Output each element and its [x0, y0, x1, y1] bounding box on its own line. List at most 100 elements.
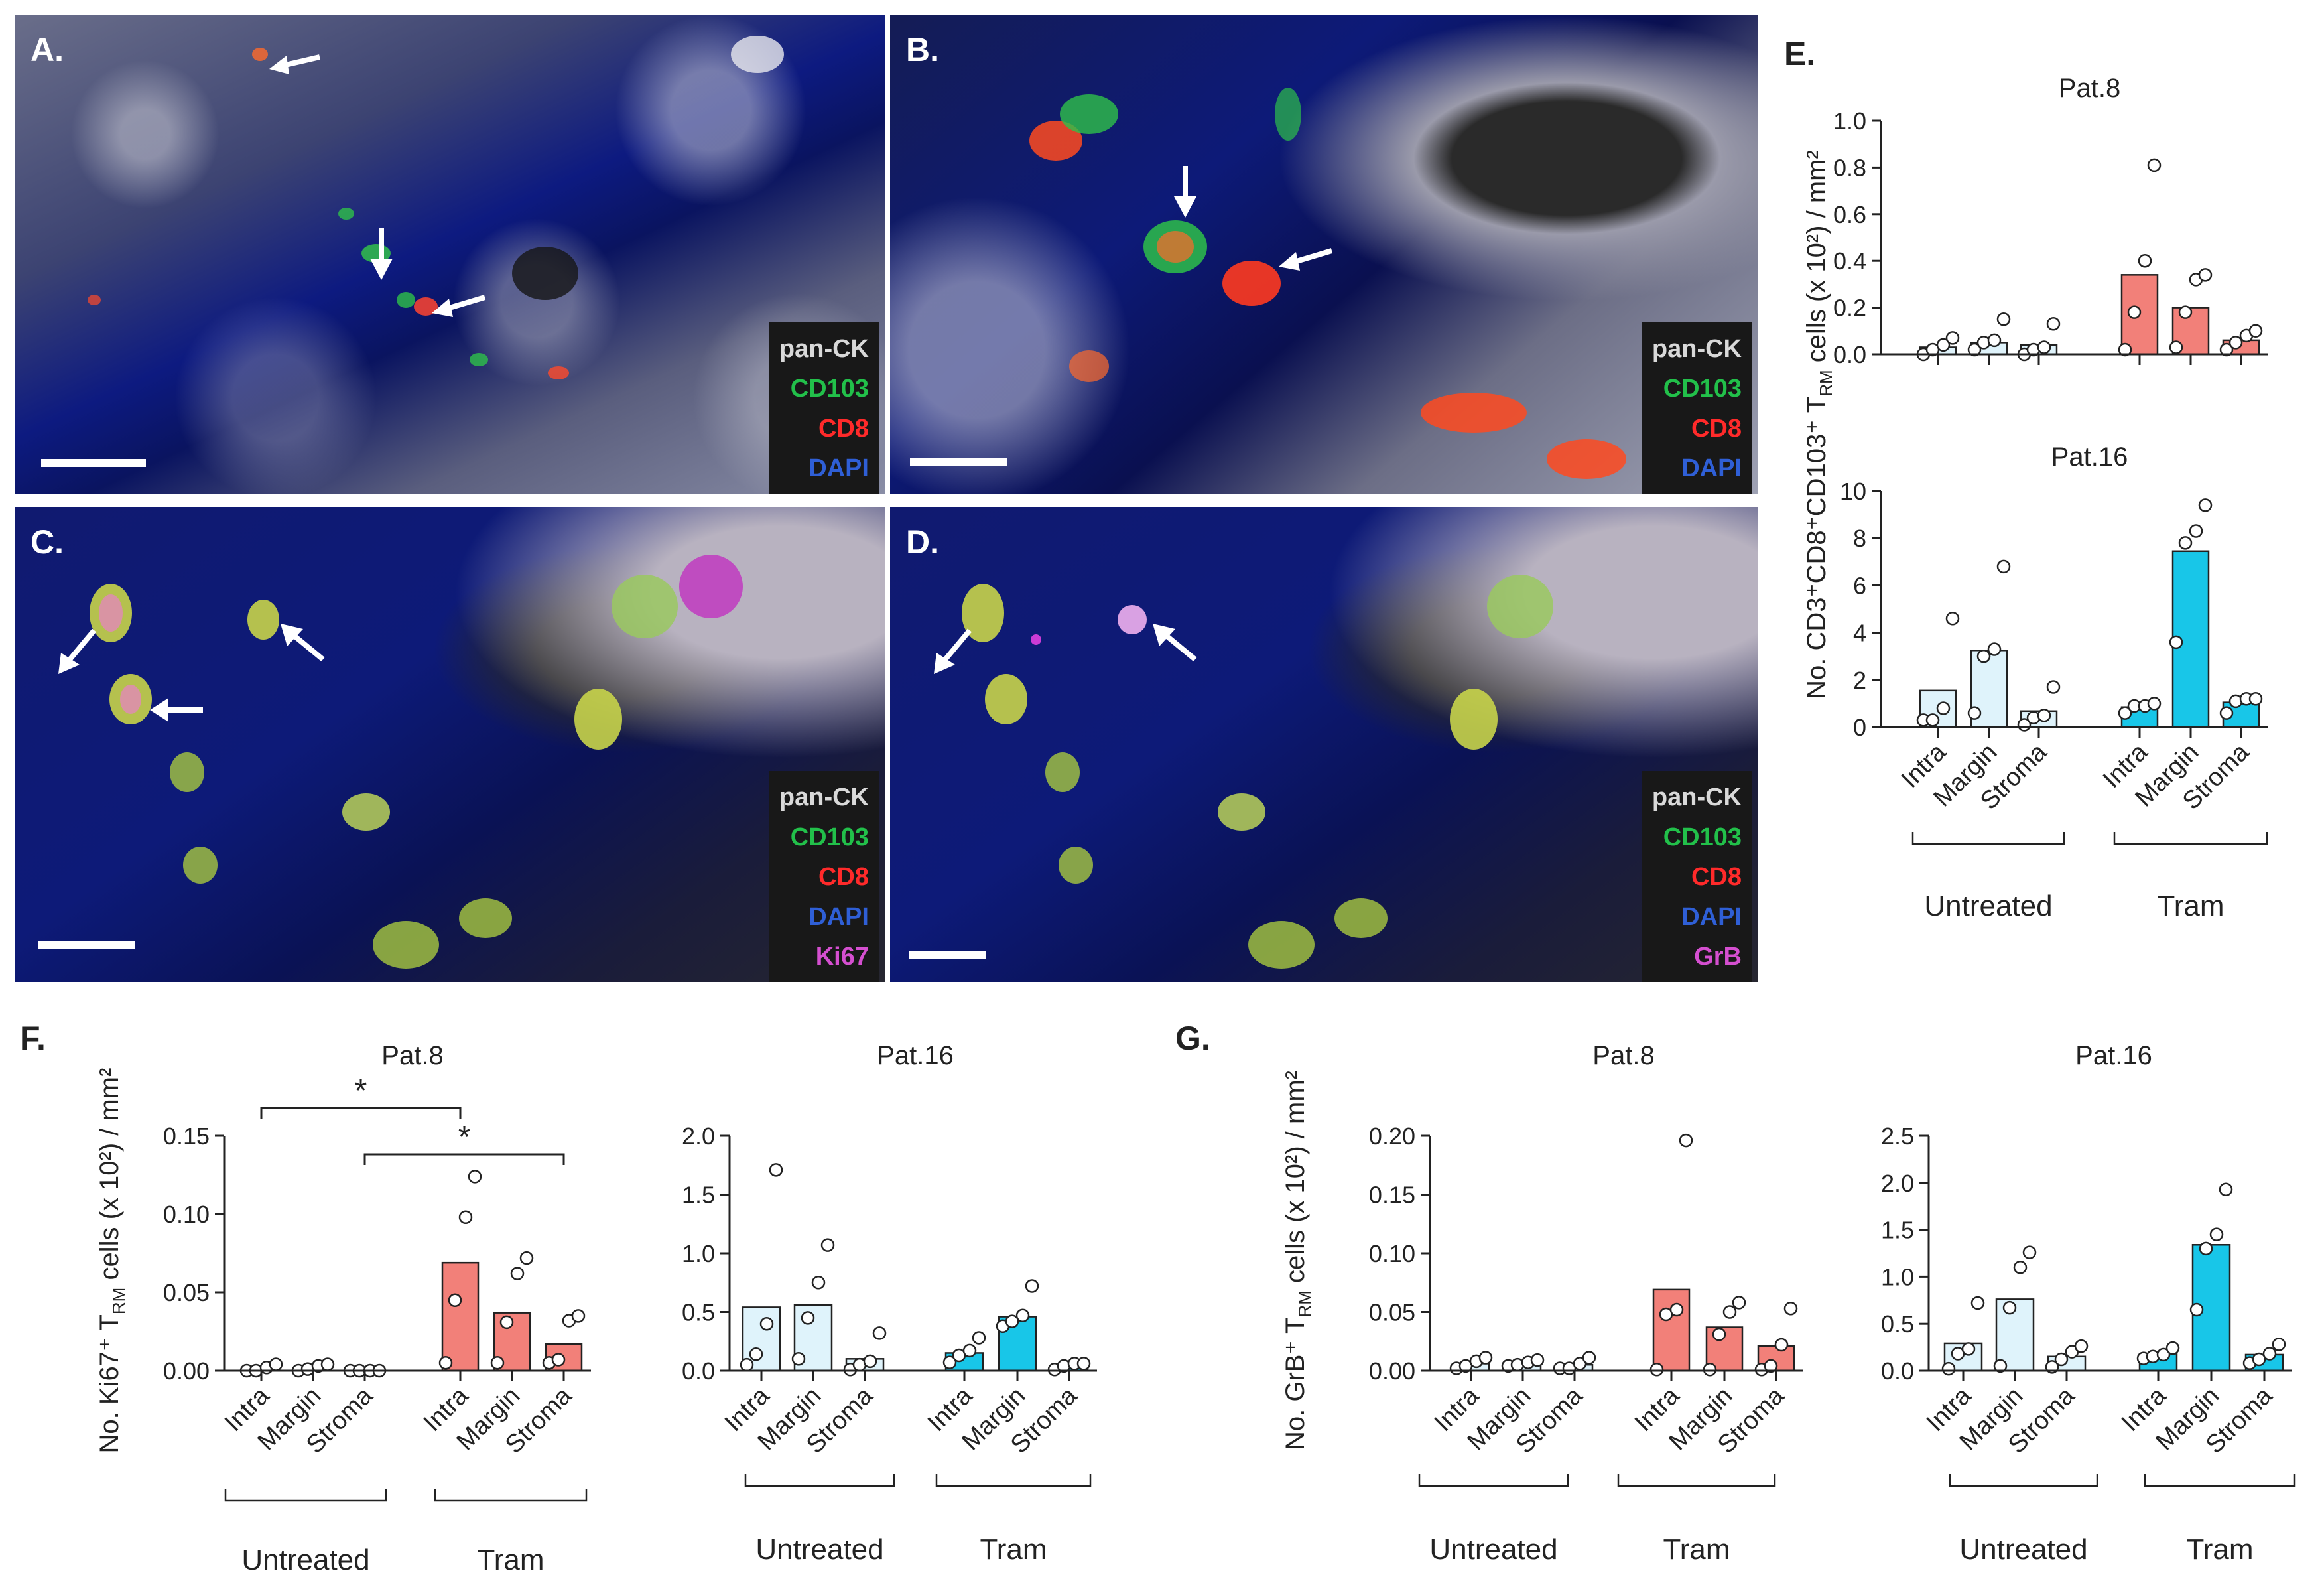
group-label: Untreated [1959, 1533, 2087, 1566]
group-bracket [1617, 1474, 1776, 1487]
significance-label: * [355, 1073, 367, 1109]
panel-letter-c: C. [31, 523, 64, 561]
y-tick-label: 0.8 [1833, 154, 1866, 181]
panel-letter-e: E. [1784, 35, 1816, 72]
group-bracket [224, 1489, 387, 1502]
data-point [2198, 498, 2213, 512]
legend-dapi: DAPI [1681, 454, 1742, 482]
panel-letter-f: F. [20, 1020, 46, 1057]
arrow-icon [269, 54, 320, 74]
data-point [1722, 1305, 1737, 1319]
data-point [1996, 559, 2011, 574]
data-point [2219, 342, 2234, 357]
data-point [1987, 333, 2002, 348]
data-point [2169, 635, 2183, 650]
chart-title: Pat.8 [2059, 74, 2120, 103]
y-tick-label: 0.4 [1833, 247, 1866, 275]
group-label: Untreated [241, 1544, 369, 1576]
data-point [801, 1311, 815, 1325]
cell-overlay-b [1029, 88, 1626, 479]
data-point [1967, 342, 1982, 357]
cell-overlay-a [88, 36, 784, 379]
legend-pan-ck: pan-CK [779, 784, 869, 811]
micrograph-c: C. pan-CK CD103 CD8 DAPI Ki67 [15, 507, 885, 982]
data-point [2178, 536, 2193, 550]
data-point [2046, 680, 2061, 694]
arrow-icon [1279, 248, 1333, 271]
y-tick-label: 0.0 [1833, 341, 1866, 368]
data-point [499, 1315, 514, 1330]
legend-dapi: DAPI [808, 454, 869, 482]
data-point [2198, 268, 2213, 282]
data-point [759, 1316, 774, 1331]
y-tick-label: 2.0 [1881, 1170, 1914, 1197]
data-point [2228, 336, 2243, 350]
channel-legend-c: pan-CK CD103 CD8 DAPI Ki67 [768, 771, 879, 982]
data-point [1967, 706, 1982, 720]
chart-title: Pat.8 [381, 1041, 443, 1070]
group-label: Tram [1663, 1533, 1730, 1566]
data-point [2189, 1302, 2204, 1317]
legend-grb: GrB [1694, 943, 1742, 971]
y-tick-label: 0.2 [1833, 295, 1866, 322]
significance-bracket [363, 1153, 565, 1165]
y-tick-label: 2.0 [682, 1123, 715, 1150]
micrograph-a: A. pan-CK CD103 CD8 DAPI [15, 15, 885, 494]
y-axis-label: No. GrB⁺ TRM cells (x 10²) / mm² [1281, 1071, 1315, 1450]
panel-letter-d: D. [906, 523, 939, 561]
data-point [1703, 1362, 1717, 1377]
data-point [1961, 1342, 1976, 1356]
data-point [1945, 331, 1960, 345]
y-tick-label: 1.5 [682, 1182, 715, 1209]
data-point [551, 1353, 566, 1367]
data-point [571, 1309, 586, 1323]
data-point [2178, 305, 2193, 319]
y-tick-label: 0 [1853, 714, 1866, 741]
legend-cd103: CD103 [1663, 823, 1742, 851]
y-tick-label: 8 [1853, 525, 1866, 552]
y-tick-label: 1.5 [1881, 1217, 1914, 1244]
arrow-icon [1153, 624, 1197, 662]
y-tick-label: 0.05 [1369, 1299, 1415, 1326]
arrow-icon [1174, 166, 1196, 218]
data-point [1925, 713, 1940, 727]
arrow-icon [370, 228, 393, 280]
data-point [1025, 1279, 1039, 1293]
y-tick-label: 10 [1840, 478, 1866, 505]
chart-G-pat16: Pat.160.00.51.01.52.02.5IntraMarginStrom… [1881, 1041, 2296, 1566]
data-point [468, 1170, 482, 1184]
channel-legend-a: pan-CK CD103 CD8 DAPI [768, 322, 879, 494]
bar [441, 1261, 480, 1372]
group-label: Tram [980, 1533, 1047, 1566]
data-point [1478, 1351, 1493, 1365]
legend-pan-ck: pan-CK [1651, 784, 1742, 811]
data-point [1764, 1359, 1778, 1373]
data-point [1987, 642, 2002, 656]
y-tick-label: 0.15 [1369, 1182, 1415, 1209]
y-tick-label: 0.00 [163, 1357, 210, 1385]
y-tick-label: 0.6 [1833, 201, 1866, 228]
data-point [2248, 692, 2263, 706]
y-axis-label: No. Ki67⁺ TRM cells (x 10²) / mm² [95, 1068, 129, 1454]
data-point [1941, 1361, 1956, 1376]
panel-letter-g: G. [1175, 1020, 1210, 1057]
data-point [490, 1355, 505, 1370]
data-point [2013, 1260, 2028, 1274]
arrow-icon [150, 698, 203, 722]
data-point [2127, 305, 2142, 319]
y-tick-label: 1.0 [682, 1240, 715, 1267]
arrow-icon [934, 628, 972, 674]
y-tick-label: 2 [1853, 667, 1866, 694]
panel-letter-b: B. [906, 31, 939, 68]
y-tick-label: 0.05 [163, 1279, 210, 1306]
data-point [1783, 1301, 1798, 1316]
data-point [2272, 1338, 2286, 1351]
data-point [1976, 649, 1991, 663]
cell-overlay-d [962, 575, 1553, 969]
y-tick-label: 1.0 [1833, 107, 1866, 135]
y-tick-label: 0.20 [1369, 1123, 1415, 1150]
data-point [2002, 1300, 2017, 1315]
data-point [2169, 340, 2183, 354]
y-tick-label: 2.5 [1881, 1123, 1914, 1150]
